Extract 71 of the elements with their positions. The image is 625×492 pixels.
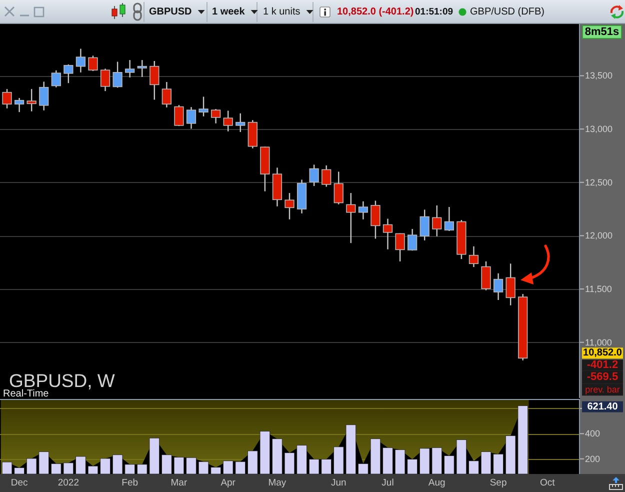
candlestick [444,206,454,232]
candlestick [420,209,430,241]
text: Real-Time [3,388,50,400]
x-tick-label: Mar [170,478,188,488]
x-tick-label: 2022 [58,478,79,488]
candlestick [358,200,368,220]
candlestick [236,112,246,133]
y-tick-label: 400 [585,428,600,439]
x-tick-label: Aug [428,478,446,488]
candlestick [382,218,393,250]
text: 10,852.0 [583,348,622,359]
candlestick [162,81,172,108]
y-tick-label: 11,000 [585,337,612,348]
candlestick [198,96,208,117]
candlestick [493,272,504,301]
x-tick-label: Sep [490,478,507,488]
y-tick-label: 12,500 [585,177,613,188]
candlestick [346,192,356,244]
candlestick [39,81,49,111]
candlestick [407,228,418,252]
y-tick-label: 13,500 [585,70,613,81]
candlestick [370,200,380,240]
text: GBP/USD (DFB) [470,6,544,18]
candlestick [150,60,160,100]
text: 10,852.0 (-401.2) [337,6,414,18]
candlestick [174,104,184,127]
text: -569.5 [586,371,618,384]
text: prev. bar [585,384,620,395]
candlestick [506,263,516,306]
candlestick [76,48,86,74]
candlestick [309,164,319,187]
text: 1 week [212,6,246,18]
x-tick-label: Apr [220,478,236,488]
y-tick-label: 200 [585,454,600,464]
y-tick-label: 11,500 [585,284,612,294]
candlestick [395,232,405,262]
x-tick-label: Jun [330,478,346,488]
candlestick [137,59,147,78]
candlestick [481,260,491,291]
x-tick-label: Jul [382,478,394,488]
candlestick [322,164,332,188]
text: GBPUSD, W [9,370,116,391]
candlestick [223,110,233,132]
candlestick [248,119,258,149]
candlestick [186,106,196,130]
text: 621.40 [587,401,618,412]
candlestick [125,59,135,78]
candlestick [112,61,122,88]
candlestick [468,246,479,268]
candlestick [51,70,61,88]
x-tick-label: May [268,478,286,488]
y-tick-label: 13,000 [585,124,613,134]
text: 8m51s [584,26,620,38]
text: 01:51:09 [415,6,454,18]
candlestick [432,204,442,237]
text: -401.2 [586,359,618,372]
candlestick [64,64,74,84]
text: 1 k units [263,6,300,18]
candlestick [210,108,221,124]
candlestick [88,55,98,72]
y-tick-label: 12,000 [585,230,613,241]
x-tick-label: Dec [10,478,28,488]
candlestick [334,171,344,205]
x-tick-label: Oct [540,478,556,488]
candlestick [2,88,12,109]
candlestick [14,97,24,113]
x-tick-label: Feb [122,478,138,488]
candlestick [100,68,110,92]
text: GBPUSD [149,6,192,18]
candlestick [284,192,294,220]
candlestick [26,88,36,112]
